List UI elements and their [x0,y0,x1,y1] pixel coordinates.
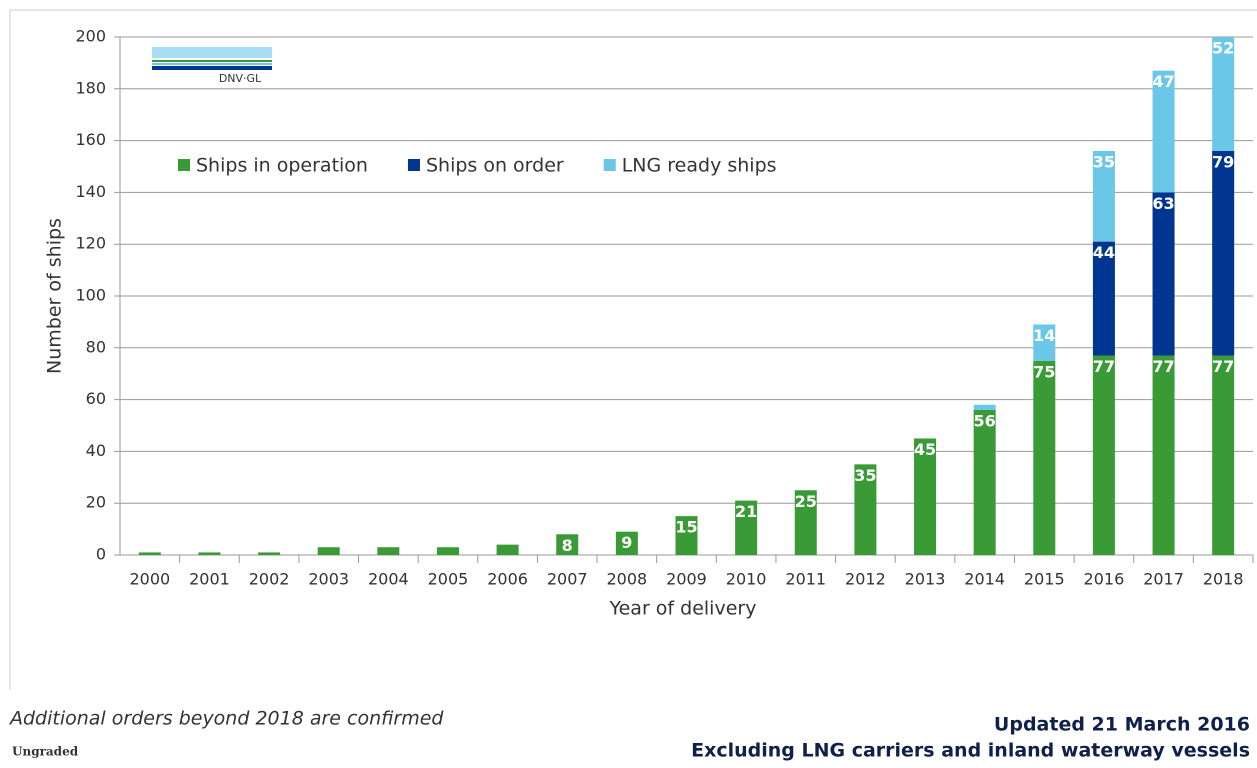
bar-segment [1033,324,1056,361]
y-tick-label: 80 [86,337,106,356]
data-label: 14 [1033,326,1055,345]
x-tick-label: 2002 [249,570,290,589]
scope: Excluding LNG carriers and inland waterw… [691,740,1250,762]
x-tick-label: 2013 [905,570,946,589]
y-tick-label: 180 [75,78,106,97]
x-tick-label: 2009 [666,570,707,589]
bar-segment [1152,355,1175,555]
bar-segment [496,544,519,555]
legend-label: Ships in operation [196,155,368,177]
x-tick-label: 2018 [1203,570,1244,589]
bar-segment [973,404,996,410]
x-tick-label: 2015 [1024,570,1065,589]
bar-segment [1092,150,1115,242]
data-label: 8 [562,536,573,555]
logo: DNV·GL [152,47,272,85]
frame [9,9,1257,690]
data-label: 79 [1212,152,1234,171]
data-label: 56 [974,411,996,430]
bar-segment [198,552,221,555]
bar-segment [1092,241,1115,356]
updated: Updated 21 March 2016 [994,714,1250,736]
y-tick-label: 0 [96,545,106,564]
legend-swatch [603,159,616,171]
data-label: 44 [1093,243,1115,262]
data-label: 9 [621,533,632,552]
bar-segment [258,552,281,555]
bar-segment [1152,70,1175,193]
data-label: 52 [1212,39,1234,58]
bar-segment [1152,192,1175,356]
logo-text: DNV·GL [219,72,262,85]
bar-segment [1212,150,1235,356]
bar-segment [1212,355,1235,555]
data-label: 63 [1152,194,1174,213]
legend-label: Ships on order [426,155,564,177]
bar-segment [317,547,340,555]
bar-segment [735,500,758,555]
x-tick-label: 2003 [308,570,349,589]
data-label: 25 [795,492,817,511]
x-axis-label: Year of delivery [609,598,757,620]
data-label: 77 [1093,357,1115,376]
bar-segment [615,531,638,555]
bar-segment [436,547,459,555]
y-tick-label: 200 [75,27,106,46]
y-tick-label: 140 [75,182,106,201]
bar-segment [1212,37,1235,151]
x-tick-label: 2016 [1084,570,1125,589]
bar-segment [138,552,161,555]
data-label: 21 [735,502,757,521]
legend-swatch [407,159,420,171]
bar-segment [1033,360,1056,555]
data-label: 15 [675,518,697,537]
bar-segment [377,547,400,555]
data-label: 47 [1152,72,1174,91]
y-tick-label: 60 [86,389,106,408]
bar-segment [914,438,937,555]
data-label: 77 [1152,357,1174,376]
bar-segment [794,490,817,555]
data-label: 35 [1093,152,1115,171]
classification: Ungraded [12,745,79,759]
y-tick-label: 20 [86,493,106,512]
bar-segment [973,409,996,555]
legend-swatch [178,159,190,171]
data-label: 77 [1212,357,1234,376]
y-tick-label: 120 [75,234,106,253]
y-tick-label: 40 [86,441,106,460]
y-tick-label: 160 [75,130,106,149]
x-tick-label: 2017 [1143,570,1184,589]
footnote: Additional orders beyond 2018 are confir… [8,708,444,730]
x-tick-label: 2006 [487,570,528,589]
bar-segment [854,464,877,555]
data-label: 75 [1033,362,1055,381]
x-tick-label: 2007 [547,570,588,589]
x-tick-label: 2014 [964,570,1005,589]
x-tick-label: 2000 [129,570,170,589]
data-label: 45 [914,440,936,459]
x-tick-label: 2005 [428,570,469,589]
x-tick-label: 2004 [368,570,409,589]
y-tick-label: 100 [75,286,106,305]
x-tick-label: 2008 [607,570,648,589]
x-tick-label: 2010 [726,570,767,589]
y-axis-label: Number of ships [44,218,66,374]
bar-segment [675,516,698,555]
data-label: 35 [854,466,876,485]
bar-segment [556,534,579,555]
legend-label: LNG ready ships [622,155,777,177]
bar-segment [1092,355,1115,555]
x-tick-label: 2011 [785,570,826,589]
x-tick-label: 2001 [189,570,230,589]
x-tick-label: 2012 [845,570,886,589]
